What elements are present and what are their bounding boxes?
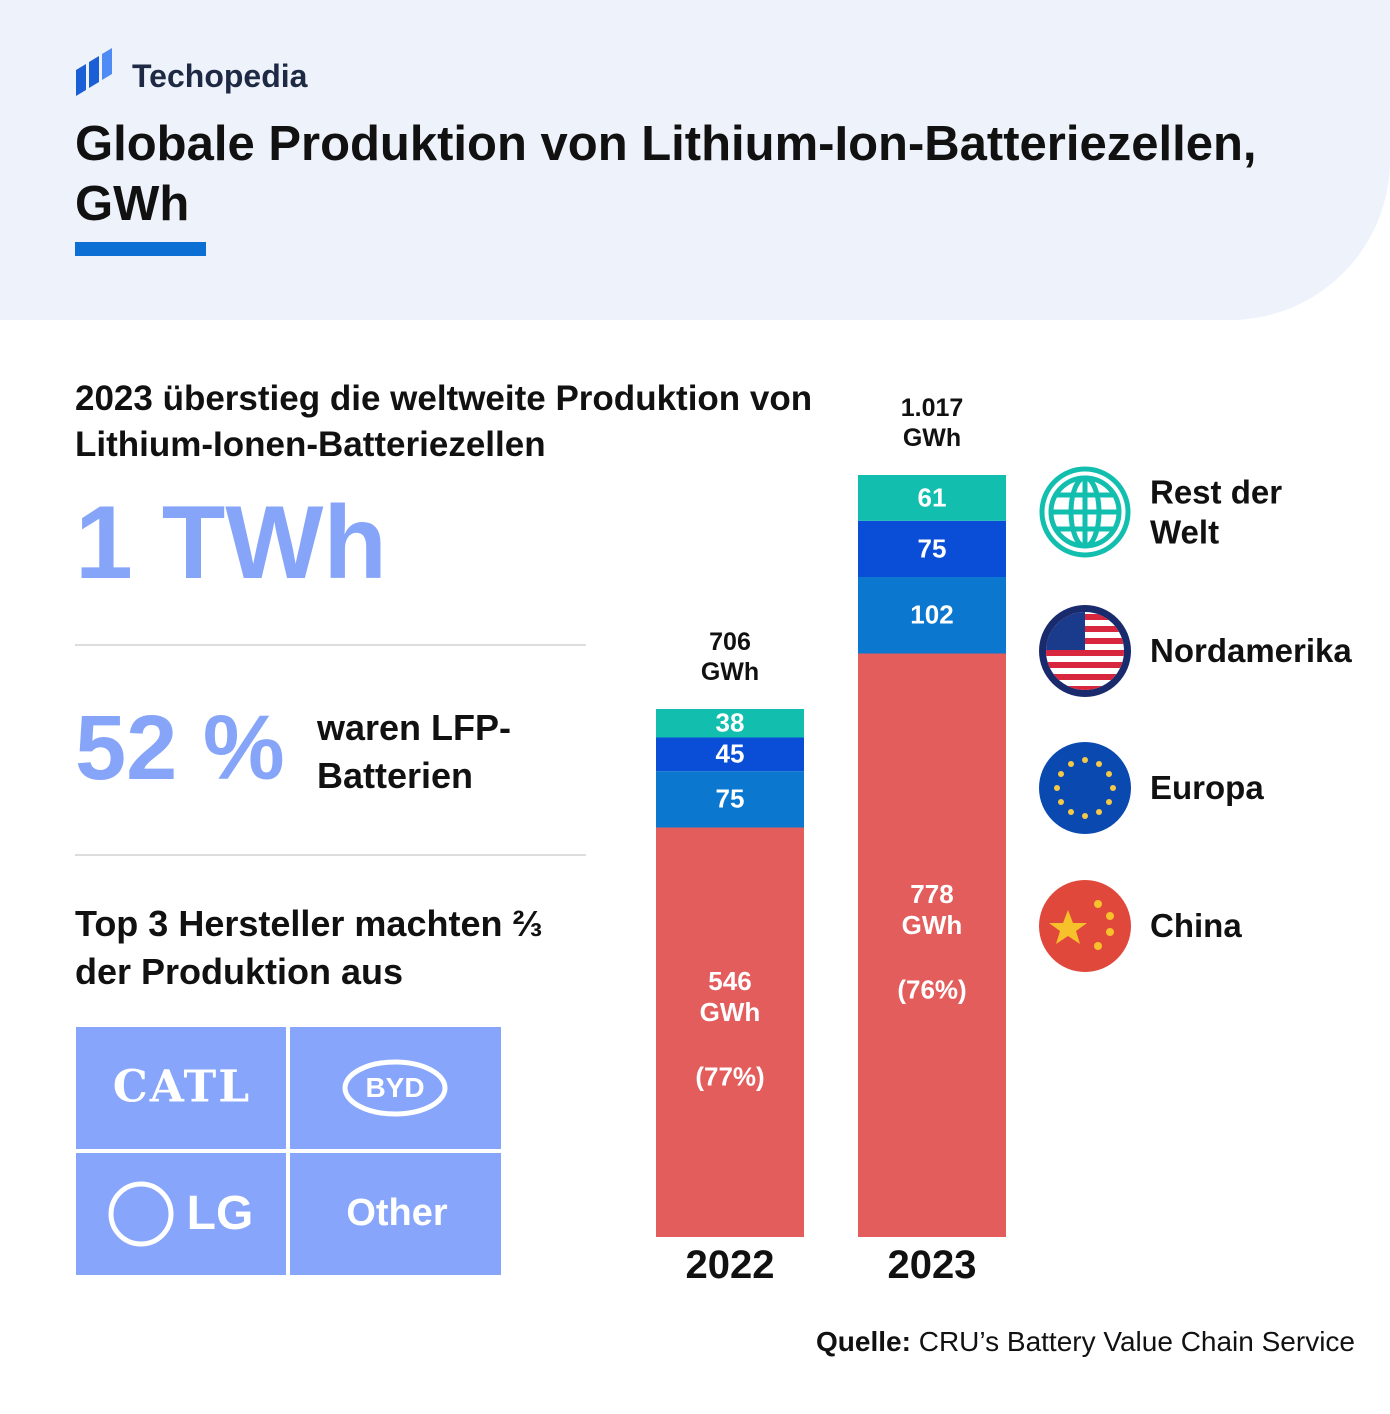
source-label: Quelle:	[816, 1326, 911, 1357]
bar-segment	[858, 577, 1006, 654]
share-label: (77%)	[695, 1061, 765, 1092]
x-tick-label: 2023	[887, 1243, 977, 1287]
bar-segment	[858, 520, 1006, 577]
value-label: 102	[910, 599, 954, 630]
bar-segment	[858, 653, 1006, 1237]
lg-ring	[108, 1181, 174, 1247]
legend-label: Nordamerika	[1150, 632, 1352, 670]
total-label: 706 GWh	[700, 628, 760, 686]
maker: LG	[186, 1187, 254, 1241]
x-tick-label: 2022	[685, 1243, 775, 1287]
value-label: 546 GWh	[699, 966, 761, 1028]
legend-label: Europa	[1150, 769, 1264, 807]
source-text: CRU’s Battery Value Chain Service	[918, 1326, 1355, 1357]
value-label: 778 GWh	[901, 879, 963, 941]
title: Globale Produktion von Lithium-Ion-Batte…	[75, 117, 1257, 231]
bar-segment	[858, 475, 1006, 521]
byd-ring	[342, 1059, 448, 1117]
value-label: 45	[715, 738, 745, 769]
icon-eu-flag	[1039, 742, 1131, 834]
value-label: 75	[917, 533, 947, 564]
title-underline	[75, 242, 206, 256]
makers-text: Top 3 Hersteller machten ⅔ der Produktio…	[75, 903, 543, 992]
total-label: 1.017 GWh	[900, 394, 964, 452]
maker: Other	[346, 1192, 448, 1235]
legend-label: China	[1150, 907, 1242, 945]
bar-segment	[656, 737, 804, 772]
value-label: 38	[715, 707, 745, 738]
bar-segment	[656, 771, 804, 828]
lfp-share: 52 %	[75, 697, 285, 799]
value-label: 61	[917, 482, 947, 513]
brand: Techopedia	[132, 58, 308, 94]
intro: 2023 überstieg die weltweite Produktion …	[75, 379, 813, 464]
share-label: (76%)	[897, 974, 967, 1005]
bar-segment	[656, 827, 804, 1237]
bar-segment	[656, 709, 804, 738]
legend-label: Rest der Welt	[1150, 473, 1283, 550]
icon-globe	[1039, 466, 1131, 558]
big-stat: 1 TWh	[75, 485, 387, 601]
maker: BYD	[365, 1072, 425, 1104]
icon-us-flag	[1039, 605, 1131, 697]
lfp-text: waren LFP-Batterien	[317, 707, 512, 796]
brand-logo	[76, 48, 112, 96]
icon-china-flag	[1039, 880, 1131, 972]
value-label: 75	[715, 783, 745, 814]
source: Quelle: CRU’s Battery Value Chain Servic…	[816, 1326, 1355, 1358]
maker: CATL	[112, 1061, 252, 1113]
header-bg	[0, 0, 1390, 320]
